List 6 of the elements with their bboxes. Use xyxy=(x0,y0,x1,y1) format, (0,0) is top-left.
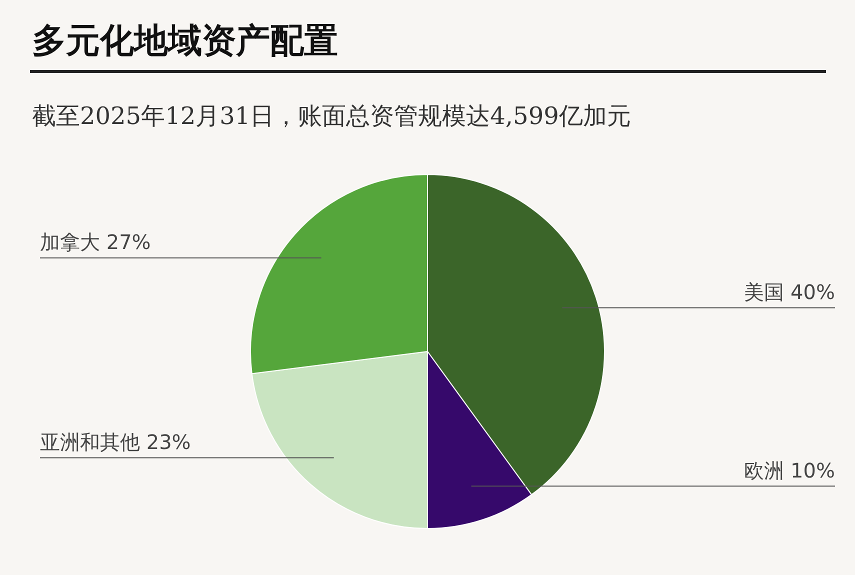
chart-title: 多元化地域资产配置 xyxy=(32,20,338,63)
slice-label: 加拿大 27% xyxy=(40,230,151,254)
slice-label: 亚洲和其他 23% xyxy=(40,430,191,454)
slice-label: 欧洲 10% xyxy=(744,458,835,482)
chart-subtitle: 截至2025年12月31日，账面总资管规模达4,599亿加元 xyxy=(32,101,631,132)
slice-label: 美国 40% xyxy=(744,280,835,304)
